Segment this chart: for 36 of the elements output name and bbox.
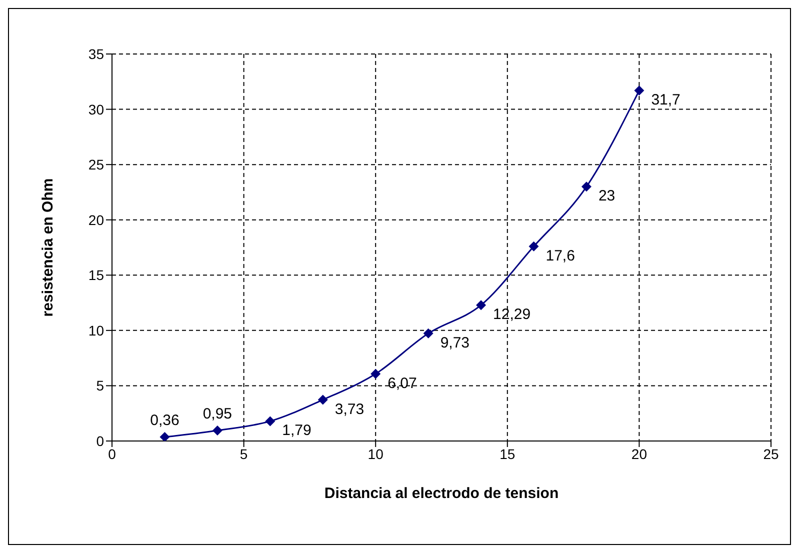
point [634,85,644,96]
data-label: 0,36 [150,412,180,430]
data-label: 17,6 [546,247,575,264]
x-tick-label: 25 [763,446,779,462]
y-tick-label: 35 [88,46,104,62]
point [160,432,170,441]
point [423,328,434,338]
data-label: 9,73 [440,334,470,352]
x-tick-label: 5 [240,446,248,462]
point [370,368,381,379]
data-label: 23 [598,188,616,205]
data-label: 3,73 [334,400,364,418]
y-tick-label: 15 [88,267,104,284]
point [212,425,222,436]
x-tick-label: 0 [108,446,116,462]
y-tick-label: 10 [88,322,104,338]
data-label: 6,07 [388,374,417,392]
data-label: 31,7 [651,91,680,108]
data-label: 0,95 [202,405,232,422]
point [476,300,486,310]
x-axis-title: Distancia al electrodo de tension [324,485,559,502]
y-axis-title: resistencia en Ohm [39,178,56,317]
y-tick-label: 20 [88,212,104,228]
y-tick-label: 0 [96,432,104,449]
x-tick-label: 20 [631,446,648,462]
y-tick-label: 25 [88,156,104,173]
y-tick-label: 30 [88,101,104,118]
point [318,394,328,405]
x-tick-label: 10 [368,446,384,462]
point [581,182,592,192]
point [528,241,539,252]
x-tick-label: 15 [500,446,516,462]
data-label: 1,79 [282,422,312,440]
y-tick-label: 5 [96,378,104,394]
data-label: 12,29 [493,306,531,324]
point [265,416,276,426]
